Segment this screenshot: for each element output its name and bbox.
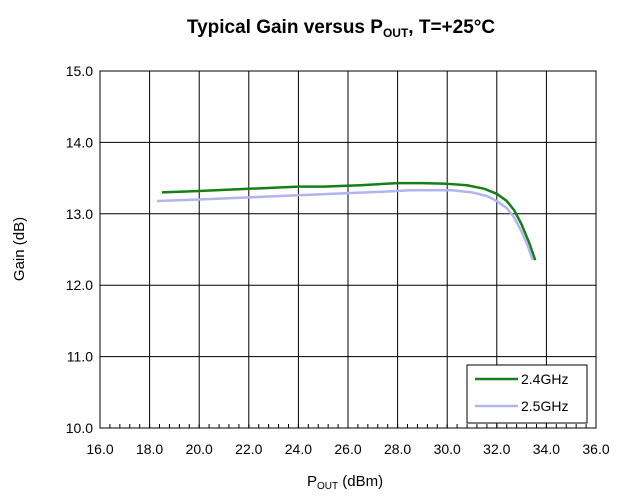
x-axis-label: POUT (dBm) [307, 473, 383, 492]
x-axis-label-suffix: (dBm) [338, 473, 383, 490]
y-tick-label: 13.0 [66, 206, 93, 222]
y-tick-label: 10.0 [66, 420, 93, 436]
x-axis-label-main: P [307, 473, 317, 490]
minor-ticks [99, 424, 597, 428]
x-tick-label: 24.0 [285, 441, 312, 457]
y-axis-label: Gain (dB) [11, 217, 28, 281]
chart-title-subscript: OUT [383, 26, 409, 40]
plot-frame [99, 70, 597, 429]
x-axis-label-subscript: OUT [317, 481, 338, 492]
chart-title: Typical Gain versus POUT, T=+25°C [187, 17, 496, 40]
y-tick-label: 14.0 [66, 134, 93, 150]
series-layer [156, 181, 537, 261]
x-tick-label: 26.0 [334, 441, 361, 457]
grid [100, 71, 596, 428]
y-tick-label: 12.0 [66, 277, 93, 293]
x-tick-label: 36.0 [582, 441, 609, 457]
y-tick-label: 11.0 [67, 349, 93, 365]
legend-label-1: 2.4GHz [521, 371, 568, 387]
x-tick-label: 28.0 [384, 441, 411, 457]
legend-label-2: 2.5GHz [521, 398, 568, 414]
series-line-1 [161, 181, 537, 261]
series-line-2 [156, 188, 534, 261]
x-tick-label: 32.0 [483, 441, 510, 457]
x-tick-label: 30.0 [434, 441, 461, 457]
y-tick-labels: 10.0 11.0 12.0 13.0 14.0 15.0 [66, 63, 93, 436]
legend-box [466, 364, 588, 424]
x-tick-label: 22.0 [235, 441, 262, 457]
y-tick-label: 15.0 [66, 63, 93, 79]
chart-title-suffix: , T=+25°C [408, 17, 495, 38]
chart-title-text: Typical Gain versus P [187, 17, 383, 38]
legend: 2.4GHz 2.5GHz [466, 364, 588, 424]
x-tick-label: 18.0 [136, 441, 163, 457]
x-tick-label: 34.0 [533, 441, 560, 457]
x-tick-labels: 16.0 18.0 20.0 22.0 24.0 26.0 28.0 30.0 32.0 34.0… [86, 441, 609, 457]
x-tick-label: 16.0 [86, 441, 113, 457]
x-tick-label: 20.0 [186, 441, 213, 457]
